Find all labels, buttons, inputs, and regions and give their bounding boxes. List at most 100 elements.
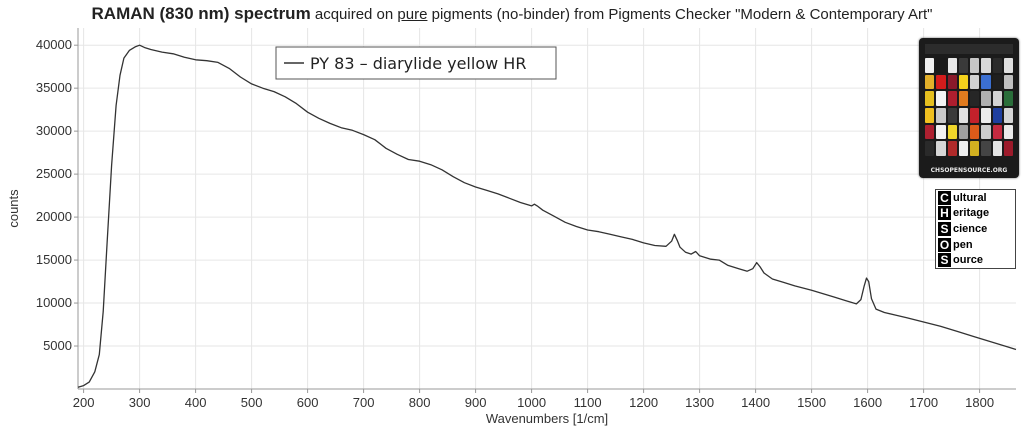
checker-swatch: [936, 91, 946, 106]
axes-layer: 200 300 400 500 600 700 800 900 1000 1100 1200 1300…: [6, 28, 1016, 426]
chsos-letter: H: [938, 206, 951, 221]
checker-swatch: [947, 124, 957, 140]
x-tick-label: 1300: [685, 395, 714, 410]
checker-swatch: [970, 141, 980, 156]
y-tick-label: 5000: [43, 338, 72, 353]
checker-swatch-grid: [925, 58, 1013, 156]
checker-header: [925, 44, 1013, 54]
title-underlined: pure: [397, 6, 428, 23]
spectrum-line-0: [77, 44, 1017, 388]
checker-swatch: [992, 124, 1002, 140]
x-tick-label: 600: [297, 395, 319, 410]
checker-swatch: [925, 107, 935, 123]
title-part2: pigments (no-binder) from Pigments Check…: [427, 6, 933, 23]
chsos-word: pen: [953, 238, 973, 251]
checker-swatch: [947, 58, 957, 73]
y-tick-label: 40000: [36, 37, 72, 52]
checker-swatch: [970, 91, 980, 106]
x-tick-label: 1700: [909, 395, 938, 410]
y-tick-label: 15000: [36, 252, 72, 267]
y-axis-label: counts: [6, 189, 21, 228]
legend-box: [275, 46, 557, 80]
checker-swatch: [981, 107, 991, 123]
chsos-letter: O: [938, 237, 951, 252]
checker-swatch: [1003, 74, 1013, 90]
x-tick-label: 700: [353, 395, 375, 410]
checker-swatch: [947, 74, 957, 90]
x-tick-label: 900: [465, 395, 487, 410]
checker-swatch: [936, 141, 946, 156]
x-tick-label: 500: [241, 395, 263, 410]
x-tick-label: 1500: [797, 395, 826, 410]
checker-swatch: [958, 91, 968, 106]
chsos-letter: S: [938, 221, 951, 236]
x-tick-label: 300: [129, 395, 151, 410]
x-tick-label: 1100: [574, 395, 602, 410]
checker-swatch: [958, 107, 968, 123]
checker-swatch: [958, 74, 968, 90]
x-tick-label: 1600: [853, 395, 882, 410]
checker-swatch: [925, 91, 935, 106]
chsos-word: ultural: [953, 191, 987, 204]
checker-swatch: [958, 58, 968, 73]
x-tick-label: 1400: [741, 395, 770, 410]
checker-swatch: [1003, 107, 1013, 123]
checker-swatch: [992, 58, 1002, 73]
x-tick-label: 1200: [629, 395, 658, 410]
checker-swatch: [936, 74, 946, 90]
title-part1: acquired on: [310, 6, 398, 23]
checker-swatch: [992, 141, 1002, 156]
checker-swatch: [981, 91, 991, 106]
y-tick-label: 25000: [36, 166, 72, 181]
checker-swatch: [981, 58, 991, 73]
y-tick-label: 35000: [36, 80, 72, 95]
checker-swatch: [992, 107, 1002, 123]
checker-swatch: [981, 74, 991, 90]
checker-swatch: [925, 74, 935, 90]
grid-layer: [78, 28, 1016, 389]
checker-swatch: [925, 124, 935, 140]
x-tick-label: 1000: [517, 395, 546, 410]
x-tick-label: 200: [73, 395, 95, 410]
checker-swatch: [947, 91, 957, 106]
y-tick-label: 10000: [36, 295, 72, 310]
chsos-word: ource: [953, 254, 983, 267]
checker-swatch: [970, 74, 980, 90]
legend: PY 83 – diarylide yellow HR: [275, 46, 557, 80]
chsos-word: eritage: [953, 207, 990, 220]
checker-swatch: [992, 91, 1002, 106]
checker-swatch: [970, 107, 980, 123]
checker-swatch: [936, 124, 946, 140]
x-tick-label: 800: [409, 395, 431, 410]
checker-swatch: [1003, 141, 1013, 156]
checker-swatch: [992, 74, 1002, 90]
checker-swatch: [925, 58, 935, 73]
checker-swatch: [947, 141, 957, 156]
chsos-letter: C: [938, 190, 951, 205]
checker-url: CHSOPENSOURCE.ORG: [930, 167, 1008, 174]
checker-swatch: [981, 124, 991, 140]
checker-swatch: [1003, 58, 1013, 73]
checker-swatch: [947, 107, 957, 123]
pigments-checker-image: CHSOPENSOURCE.ORG: [919, 38, 1019, 178]
checker-swatch: [970, 124, 980, 140]
chart-title: RAMAN (830 nm) spectrum acquired on pure…: [0, 4, 1024, 24]
checker-swatch: [1003, 91, 1013, 106]
x-tick-label: 400: [185, 395, 207, 410]
chsos-word: cience: [953, 222, 988, 235]
checker-swatch: [958, 124, 968, 140]
checker-swatch: [936, 107, 946, 123]
checker-swatch: [1003, 124, 1013, 140]
legend-entry: PY 83 – diarylide yellow HR: [310, 54, 526, 73]
checker-swatch: [970, 58, 980, 73]
checker-swatch: [981, 141, 991, 156]
checker-swatch: [958, 141, 968, 156]
y-tick-label: 30000: [36, 123, 72, 138]
